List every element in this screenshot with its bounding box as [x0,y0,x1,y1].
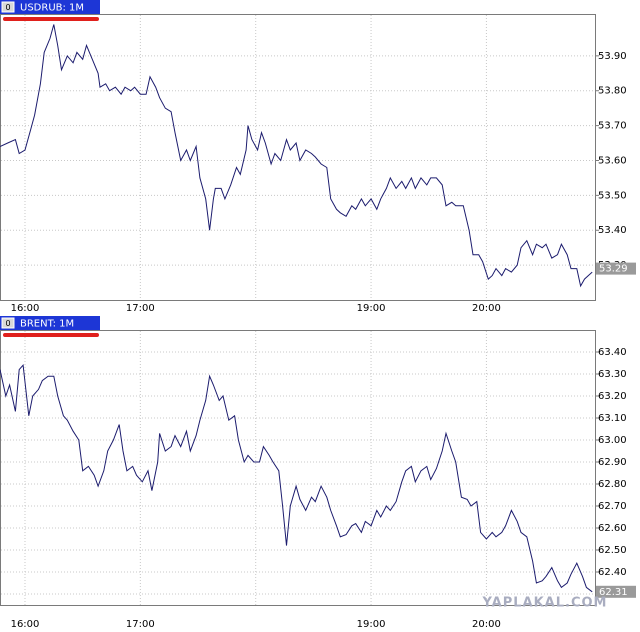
y-tick-label: 63.20 [598,391,627,402]
header-badge: 0 [5,319,10,328]
y-tick-label: 53.60 [598,155,627,166]
chart-title: BRENT: 1M [20,319,74,330]
y-tick-label: 62.50 [598,545,627,556]
x-tick-label: 16:00 [11,619,40,630]
badge-box [1,317,15,329]
badge-box [1,1,15,13]
x-tick-label: 20:00 [472,303,501,314]
last-value-label: 62.31 [599,587,628,598]
header-box [0,0,100,14]
header-box [0,316,100,330]
x-tick-label: 17:00 [126,303,155,314]
last-value-box [596,262,636,275]
price-line [0,364,593,593]
x-tick-label: 16:00 [11,303,40,314]
plot-area [0,14,596,301]
last-value-box [596,585,636,598]
y-tick-label: 62.80 [598,479,627,490]
y-tick-label: 62.70 [598,501,627,512]
y-tick-label: 63.30 [598,369,627,380]
y-tick-label: 63.40 [598,347,627,358]
header-badge: 0 [5,3,10,12]
y-tick-label: 53.50 [598,190,627,201]
y-tick-label: 62.40 [598,567,627,578]
y-tick-label: 53.80 [598,86,627,97]
x-tick-label: 19:00 [357,303,386,314]
plot-area [0,330,596,606]
x-tick-label: 19:00 [357,619,386,630]
last-value-label: 53.29 [599,264,628,275]
y-tick-label: 62.90 [598,457,627,468]
y-tick-label: 53.90 [598,51,627,62]
y-tick-label: 63.10 [598,413,627,424]
y-tick-label: 53.70 [598,121,627,132]
y-tick-label: 53.40 [598,225,627,236]
y-tick-label: 62.60 [598,523,627,534]
price-line [0,24,593,288]
chart-title: USDRUB: 1M [20,3,84,14]
y-tick-label: 63.00 [598,435,627,446]
x-tick-label: 17:00 [126,619,155,630]
x-tick-label: 20:00 [472,619,501,630]
watermark: YAPLAKAL.COM [482,596,608,611]
